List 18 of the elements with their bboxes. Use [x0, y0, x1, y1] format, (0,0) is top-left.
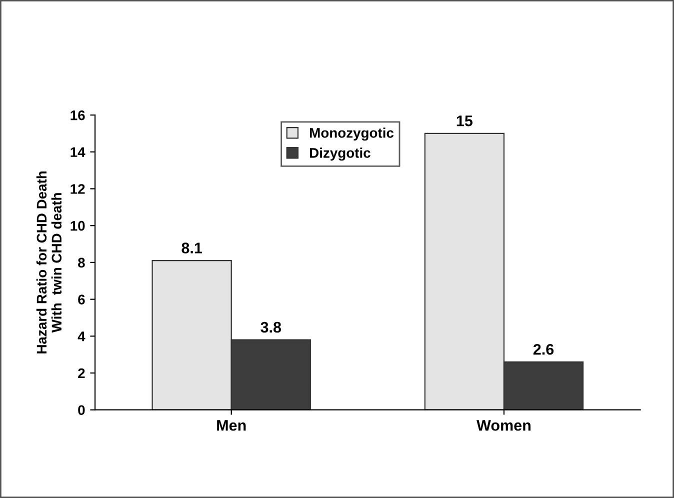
x-tick-label: Men	[217, 420, 246, 431]
legend-label: Monozygotic	[310, 128, 394, 141]
y-tick-label: 8	[78, 258, 85, 268]
y-tick-label: 6	[78, 294, 85, 304]
data-label: 8.1	[182, 242, 202, 254]
y-tick-label: 14	[70, 147, 86, 157]
data-label: 15	[456, 116, 473, 126]
y-tick-label: 0	[78, 405, 85, 416]
y-axis-title: Hazard Ratio for CHD Death With twin CHD death	[36, 171, 62, 354]
y-tick-label: 10	[70, 220, 85, 231]
legend-label: Dizygotic	[310, 148, 370, 161]
data-label: 3.8	[260, 322, 282, 333]
data-label: 2.6	[533, 344, 554, 355]
y-tick-label: 16	[70, 110, 85, 120]
x-tick-label: Women	[476, 420, 530, 431]
y-tick-label: 4	[78, 332, 86, 342]
y-tick-label: 12	[70, 184, 85, 194]
y-tick-label: 2	[78, 368, 85, 378]
